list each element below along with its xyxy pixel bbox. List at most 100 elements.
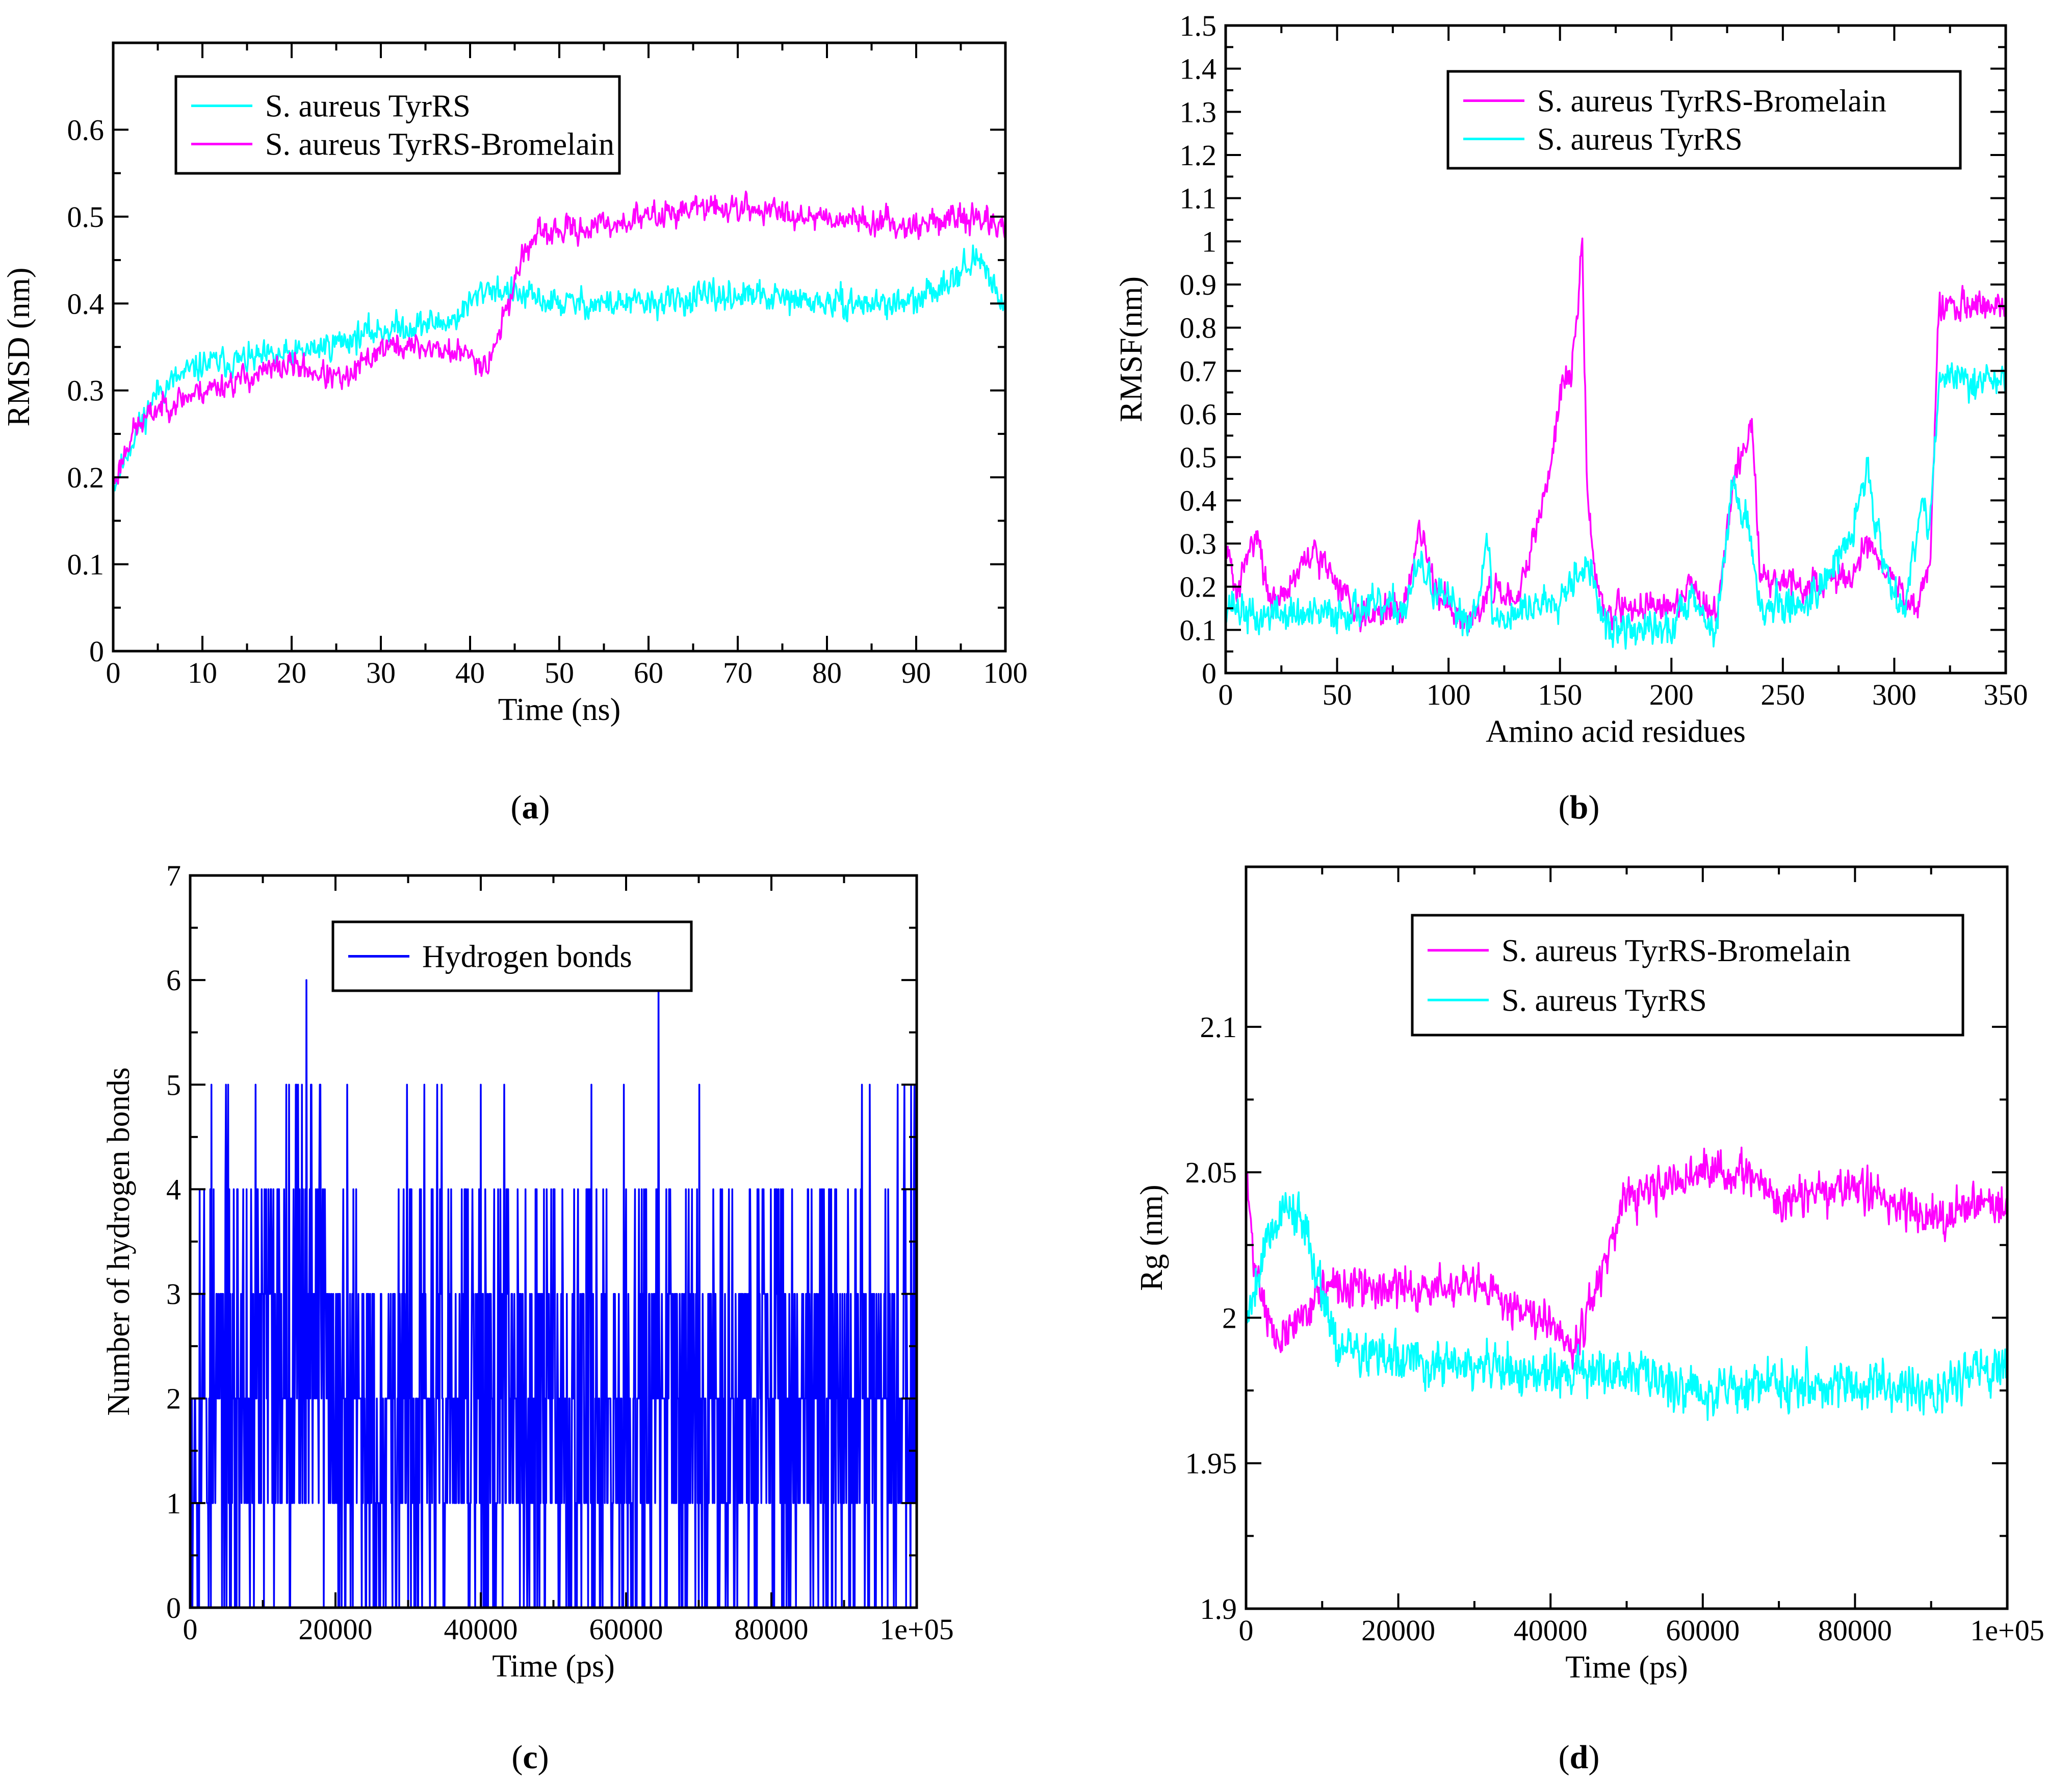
plot-area-b: [1226, 237, 2006, 650]
x-tick-label-c-1: 20000: [299, 1613, 373, 1646]
y-tick-label-b-13: 1.3: [1180, 95, 1217, 128]
y-tick-label-c-0: 0: [166, 1591, 181, 1624]
series-a-0: [113, 244, 1005, 495]
panel-b-rmsf: 0 50 100 150 200 250 300 35000.10.20.30.40.50.6…: [1114, 9, 2028, 826]
x-tick-label-d-5: 1e+05: [1970, 1614, 2044, 1647]
plot-area-a: [113, 190, 1005, 495]
x-tick-label-c-3: 60000: [589, 1613, 663, 1646]
x-tick-label-d-1: 20000: [1361, 1614, 1435, 1647]
x-tick-label-a-4: 40: [455, 656, 485, 689]
x-tick-label-b-2: 100: [1427, 678, 1471, 711]
y-tick-label-b-2: 0.2: [1180, 571, 1217, 604]
legend-label-a-1: S. aureus TyrRS-Bromelain: [265, 127, 614, 162]
y-tick-label-b-8: 0.8: [1180, 312, 1217, 345]
panel-d-radius-of-gyration: 0 20000 40000 60000 80000 1e+05 1.9 1.95 2 2.05 2.…: [1134, 865, 2044, 1776]
x-tick-label-a-9: 90: [901, 656, 931, 689]
y-tick-label-a-1: 0.1: [67, 548, 105, 581]
x-axis-label-a: Time (ns): [498, 692, 621, 727]
x-tick-label-a-2: 20: [277, 656, 306, 689]
y-axis-label-c: Number of hydrogen bonds: [101, 1067, 136, 1416]
x-tick-label-b-3: 150: [1538, 678, 1582, 711]
y-tick-label-b-1: 0.1: [1180, 613, 1217, 647]
x-tick-label-d-2: 40000: [1514, 1614, 1588, 1647]
y-tick-label-a-4: 0.4: [67, 287, 105, 320]
y-tick-label-c-5: 5: [166, 1068, 181, 1101]
y-axis-label-b: RMSF(nm): [1114, 276, 1149, 422]
x-tick-label-a-7: 70: [723, 656, 753, 689]
x-axis-label-b: Amino acid residues: [1486, 714, 1746, 749]
x-tick-label-d-3: 60000: [1666, 1614, 1740, 1647]
panel-c-hydrogen-bonds: 0 20000 40000 60000 80000 1e+05 0 1 2 3 4 5 6 7 Time (…: [101, 859, 954, 1776]
x-tick-label-c-0: 0: [183, 1613, 198, 1646]
legend-d: S. aureus TyrRS-Bromelain S. aureus TyrRS: [1411, 914, 1964, 1037]
panel-a-rmsd: 0 10 20 30 40 50 60 70 80 90 100 0 0.1 0.2 0.3 0.4 0.5 0.…: [2, 41, 1028, 826]
y-axis-label-a: RMSD (nm): [2, 268, 36, 427]
y-tick-label-c-4: 4: [166, 1173, 181, 1206]
x-tick-label-a-3: 30: [366, 656, 396, 689]
y-tick-label-b-11: 1.1: [1180, 182, 1217, 215]
plot-area-d: [1246, 1146, 2007, 1421]
legend-label-a-0: S. aureus TyrRS: [265, 89, 471, 124]
panel-caption-b: (b): [1559, 789, 1600, 826]
x-tick-label-c-5: 1e+05: [879, 1613, 953, 1646]
y-tick-label-b-10: 1: [1202, 225, 1216, 258]
y-tick-label-b-15: 1.5: [1180, 9, 1217, 42]
x-tick-label-b-0: 0: [1219, 678, 1233, 711]
panel-caption-c: (c): [511, 1739, 549, 1776]
x-tick-label-c-4: 80000: [735, 1613, 809, 1646]
series-a-1: [113, 190, 1005, 491]
y-tick-label-a-2: 0.2: [67, 461, 105, 494]
series-d-0: [1246, 1146, 2007, 1370]
y-tick-label-a-5: 0.5: [67, 200, 105, 234]
y-tick-label-c-2: 2: [166, 1382, 181, 1415]
y-tick-label-c-3: 3: [166, 1278, 181, 1311]
y-tick-label-a-6: 0.6: [67, 113, 105, 146]
legend-label-c-0: Hydrogen bonds: [422, 940, 632, 974]
x-tick-label-b-7: 350: [1984, 678, 2028, 711]
y-tick-label-d-2: 2: [1222, 1301, 1237, 1334]
x-tick-label-a-0: 0: [106, 656, 121, 689]
x-tick-label-a-1: 10: [188, 656, 217, 689]
panel-caption-a: (a): [511, 789, 550, 826]
y-tick-label-b-9: 0.9: [1180, 268, 1217, 301]
y-tick-label-a-0: 0: [89, 635, 104, 668]
x-axis-label-c: Time (ps): [492, 1649, 615, 1684]
y-tick-label-c-6: 6: [166, 964, 181, 997]
legend-box-d: [1411, 914, 1964, 1037]
y-tick-label-b-0: 0: [1202, 657, 1216, 690]
x-tick-label-b-1: 50: [1323, 678, 1352, 711]
x-tick-label-b-6: 300: [1872, 678, 1916, 711]
y-tick-label-d-3: 2.05: [1185, 1156, 1237, 1189]
x-tick-label-d-4: 80000: [1818, 1614, 1892, 1647]
y-tick-label-b-12: 1.2: [1180, 139, 1217, 172]
y-tick-label-d-0: 1.9: [1200, 1592, 1237, 1626]
x-axis-label-d: Time (ps): [1565, 1650, 1688, 1685]
y-tick-label-d-4: 2.1: [1200, 1011, 1237, 1044]
plot-area-c: [190, 979, 917, 1608]
series-d-1: [1246, 1191, 2007, 1421]
y-tick-label-c-7: 7: [166, 859, 181, 892]
y-tick-label-b-5: 0.5: [1180, 441, 1217, 474]
y-tick-label-b-7: 0.7: [1180, 354, 1217, 388]
legend-label-d-1: S. aureus TyrRS: [1501, 983, 1707, 1018]
legend-c: Hydrogen bonds: [331, 920, 693, 992]
y-tick-label-d-1: 1.95: [1185, 1447, 1237, 1480]
y-tick-label-b-14: 1.4: [1180, 53, 1217, 86]
legend-box-b: [1446, 70, 1962, 170]
legend-label-d-0: S. aureus TyrRS-Bromelain: [1501, 934, 1851, 968]
x-tick-label-c-2: 40000: [444, 1613, 518, 1646]
panel-caption-d: (d): [1559, 1739, 1600, 1776]
x-tick-label-a-8: 80: [812, 656, 842, 689]
series-b-1: [1226, 362, 2006, 650]
y-tick-label-b-3: 0.3: [1180, 527, 1217, 560]
x-tick-label-b-5: 250: [1760, 678, 1805, 711]
legend-label-b-0: S. aureus TyrRS-Bromelain: [1537, 84, 1886, 119]
y-axis-label-d: Rg (nm): [1134, 1184, 1169, 1291]
x-tick-label-a-5: 50: [545, 656, 574, 689]
y-tick-label-a-3: 0.3: [67, 374, 105, 407]
y-tick-label-b-6: 0.6: [1180, 398, 1217, 431]
y-tick-label-c-1: 1: [166, 1487, 181, 1520]
